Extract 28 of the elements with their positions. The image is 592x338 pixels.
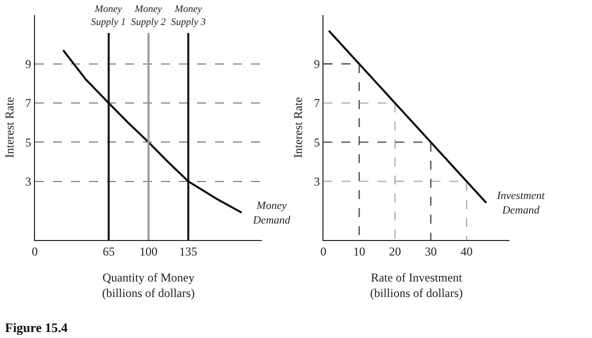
y-tick-label: 7	[314, 96, 320, 110]
x-tick-label: 30	[424, 244, 437, 258]
y-axis-title: Interest Rate	[2, 97, 17, 158]
ref-line-label: Money Supply 2	[131, 4, 166, 28]
line-series	[328, 30, 488, 204]
y-tick-label: 7	[25, 96, 32, 110]
y-axis-title: Interest Rate	[291, 97, 306, 158]
y-tick-label: 3	[314, 174, 320, 188]
x-tick-label: 10	[353, 244, 366, 258]
y-tick-label: 9	[314, 57, 320, 72]
x-tick-label: 65	[102, 244, 115, 258]
y-tick-label: 9	[25, 57, 32, 72]
x-tick-label: 20	[389, 244, 402, 258]
y-tick-label: 5	[314, 135, 320, 150]
y-tick-label: 5	[25, 135, 32, 150]
x-axis-title: Quantity of Money (billions of dollars)	[102, 270, 195, 300]
x-tick-label: 135	[179, 244, 198, 258]
y-tick-label: 3	[25, 174, 32, 188]
ref-line-label: Money Supply 3	[171, 4, 206, 28]
series-label: Investment Demand	[496, 190, 546, 216]
x-tick-label: 0	[320, 244, 326, 258]
x-tick-label: 40	[460, 244, 473, 258]
x-axis-title: Rate of Investment (billions of dollars)	[370, 270, 463, 300]
caption: Figure 15.4	[5, 320, 68, 335]
x-tick-label: 100	[139, 244, 158, 258]
x-tick-label: 0	[32, 244, 38, 258]
ref-line-label: Money Supply 1	[91, 4, 126, 28]
series-label: Money Demand	[252, 200, 291, 226]
